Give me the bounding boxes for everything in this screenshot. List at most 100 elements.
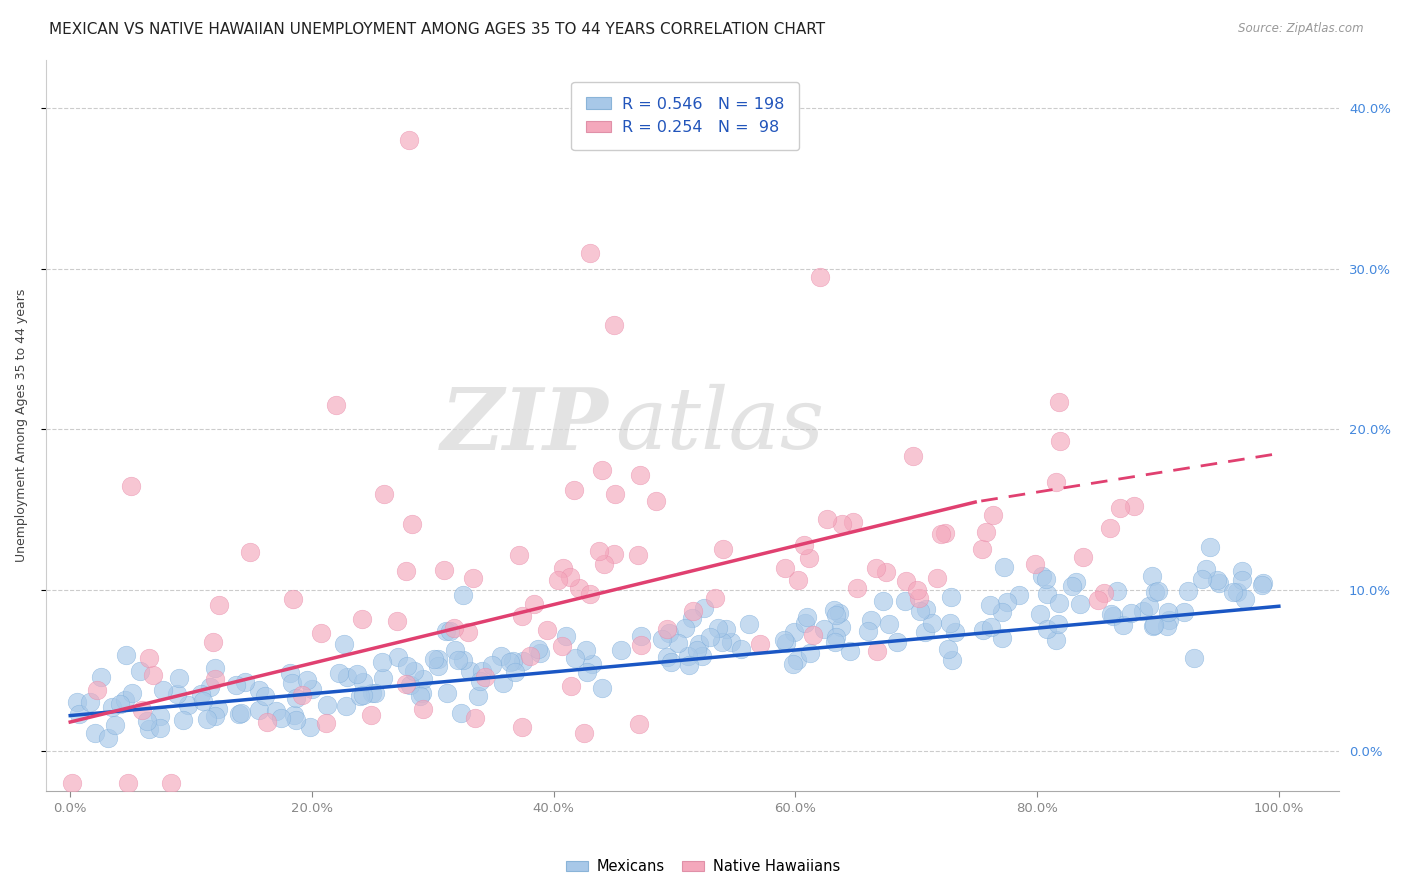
Point	[502, 653, 524, 667]
Point	[291, 688, 314, 702]
Point	[560, 679, 582, 693]
Point	[398, 133, 420, 147]
Point	[450, 706, 472, 720]
Point	[568, 581, 591, 595]
Point	[1046, 617, 1069, 632]
Point	[474, 670, 496, 684]
Point	[335, 698, 357, 713]
Point	[90, 670, 112, 684]
Point	[690, 649, 713, 664]
Point	[627, 716, 650, 731]
Point	[229, 706, 252, 720]
Point	[519, 649, 541, 664]
Point	[1137, 599, 1160, 614]
Point	[925, 571, 948, 585]
Point	[247, 703, 270, 717]
Point	[136, 714, 159, 728]
Point	[775, 635, 797, 649]
Point	[859, 613, 882, 627]
Y-axis label: Unemployment Among Ages 35 to 44 years: Unemployment Among Ages 35 to 44 years	[15, 289, 28, 562]
Point	[666, 636, 689, 650]
Point	[1087, 593, 1109, 607]
Point	[208, 598, 231, 612]
Point	[427, 659, 450, 673]
Point	[808, 269, 831, 284]
Point	[395, 676, 418, 690]
Point	[169, 671, 191, 685]
Point	[1140, 568, 1163, 582]
Point	[1069, 598, 1091, 612]
Point	[799, 646, 821, 660]
Point	[1031, 569, 1053, 583]
Point	[610, 643, 633, 657]
Point	[991, 605, 1014, 619]
Point	[177, 698, 200, 712]
Point	[907, 591, 929, 605]
Point	[510, 608, 533, 623]
Point	[256, 714, 278, 729]
Point	[295, 673, 318, 687]
Point	[908, 604, 931, 618]
Point	[707, 621, 730, 635]
Point	[773, 633, 796, 648]
Point	[436, 685, 458, 699]
Point	[200, 680, 222, 694]
Point	[894, 593, 917, 607]
Point	[714, 622, 737, 636]
Point	[856, 624, 879, 639]
Point	[412, 672, 434, 686]
Point	[104, 718, 127, 732]
Point	[775, 561, 797, 575]
Point	[159, 776, 181, 790]
Point	[101, 700, 124, 714]
Point	[1156, 619, 1178, 633]
Point	[492, 676, 515, 690]
Point	[813, 622, 835, 636]
Point	[79, 695, 101, 709]
Point	[1047, 394, 1070, 409]
Point	[204, 672, 226, 686]
Point	[686, 643, 709, 657]
Point	[846, 581, 869, 595]
Point	[1066, 574, 1088, 589]
Point	[284, 713, 307, 727]
Point	[823, 603, 845, 617]
Point	[315, 698, 337, 712]
Point	[1102, 609, 1125, 624]
Point	[1143, 618, 1166, 632]
Point	[471, 664, 494, 678]
Point	[404, 664, 426, 678]
Point	[1208, 575, 1230, 590]
Point	[628, 468, 651, 483]
Point	[1159, 613, 1181, 627]
Point	[1132, 604, 1154, 618]
Point	[593, 557, 616, 571]
Point	[830, 620, 852, 634]
Point	[1008, 588, 1031, 602]
Point	[1123, 499, 1146, 513]
Text: ZIP: ZIP	[440, 384, 609, 467]
Point	[207, 702, 229, 716]
Point	[409, 690, 432, 704]
Point	[828, 606, 851, 620]
Point	[588, 544, 610, 558]
Point	[281, 591, 304, 606]
Point	[1098, 520, 1121, 534]
Point	[841, 516, 863, 530]
Point	[720, 635, 742, 649]
Point	[201, 635, 224, 649]
Point	[458, 664, 481, 678]
Point	[491, 648, 513, 663]
Point	[360, 686, 382, 700]
Point	[401, 516, 423, 531]
Point	[787, 573, 810, 587]
Point	[1142, 619, 1164, 633]
Point	[1119, 606, 1142, 620]
Point	[166, 687, 188, 701]
Point	[108, 698, 131, 712]
Point	[555, 629, 578, 643]
Point	[352, 612, 374, 626]
Point	[825, 608, 848, 623]
Point	[1045, 633, 1067, 648]
Point	[1173, 605, 1195, 619]
